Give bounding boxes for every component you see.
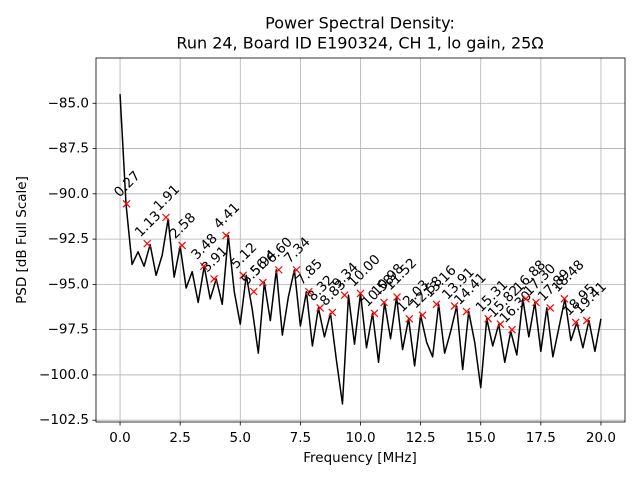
peak-marker [370,309,379,318]
plot-frame [95,57,626,423]
peak-marker [496,320,505,329]
peak-marker [393,293,401,301]
peak-marker [292,265,301,274]
x-tick-label: 5.0 [230,430,251,446]
peak-marker [199,262,208,271]
peak-marker [380,298,388,307]
peak-marker [560,294,569,303]
x-tick-label: 17.5 [526,430,556,446]
peak-marker [418,311,427,320]
peak-marker [508,325,516,334]
x-tick-label: 12.5 [406,430,436,446]
y-tick-label: −90.0 [48,186,89,202]
y-tick-label: −100.0 [39,367,89,383]
peak-marker [432,300,441,309]
peak-marker [249,287,258,296]
peak-marker [222,231,231,240]
y-tick-label: −97.5 [48,322,89,338]
peak-marker [462,307,471,316]
peak-marker [274,265,283,274]
x-tick-label: 2.5 [169,430,190,446]
peak-marker [316,303,325,312]
y-tick-label: −95.0 [48,276,89,292]
x-axis-label: Frequency [MHz] [303,450,416,466]
peak-marker [210,275,218,283]
peak-marker [582,316,591,325]
peak-marker [122,199,131,208]
peak-marker [484,314,493,323]
x-tick-label: 20.0 [586,430,616,446]
chart-title: Power Spectral Density: [265,14,455,33]
chart-subtitle: Run 24, Board ID E190324, CH 1, lo gain,… [176,34,543,53]
peak-marker [356,289,365,298]
peak-marker [258,278,267,287]
x-tick-label: 10.0 [345,430,375,446]
y-tick-label: −92.5 [48,231,89,247]
x-tick-label: 7.5 [290,430,311,446]
y-axis-label: PSD [dB Full Scale] [14,176,30,304]
peak-marker [328,308,337,317]
y-tick-label: −85.0 [48,95,89,111]
peak-marker [532,298,540,307]
peak-marker [522,294,530,303]
peak-marker [304,287,313,296]
y-tick-label: −87.5 [48,141,89,157]
peak-marker [340,291,349,300]
peak-marker [450,302,459,311]
peak-marker [178,241,187,250]
peak-marker [571,318,580,327]
peak-marker [546,303,555,312]
x-tick-label: 0.0 [109,430,130,446]
peak-marker [143,239,152,248]
peak-marker [405,314,414,323]
peak-marker [162,213,170,222]
y-tick-label: −102.5 [39,412,89,428]
x-tick-label: 15.0 [466,430,496,446]
peak-marker [239,271,248,280]
